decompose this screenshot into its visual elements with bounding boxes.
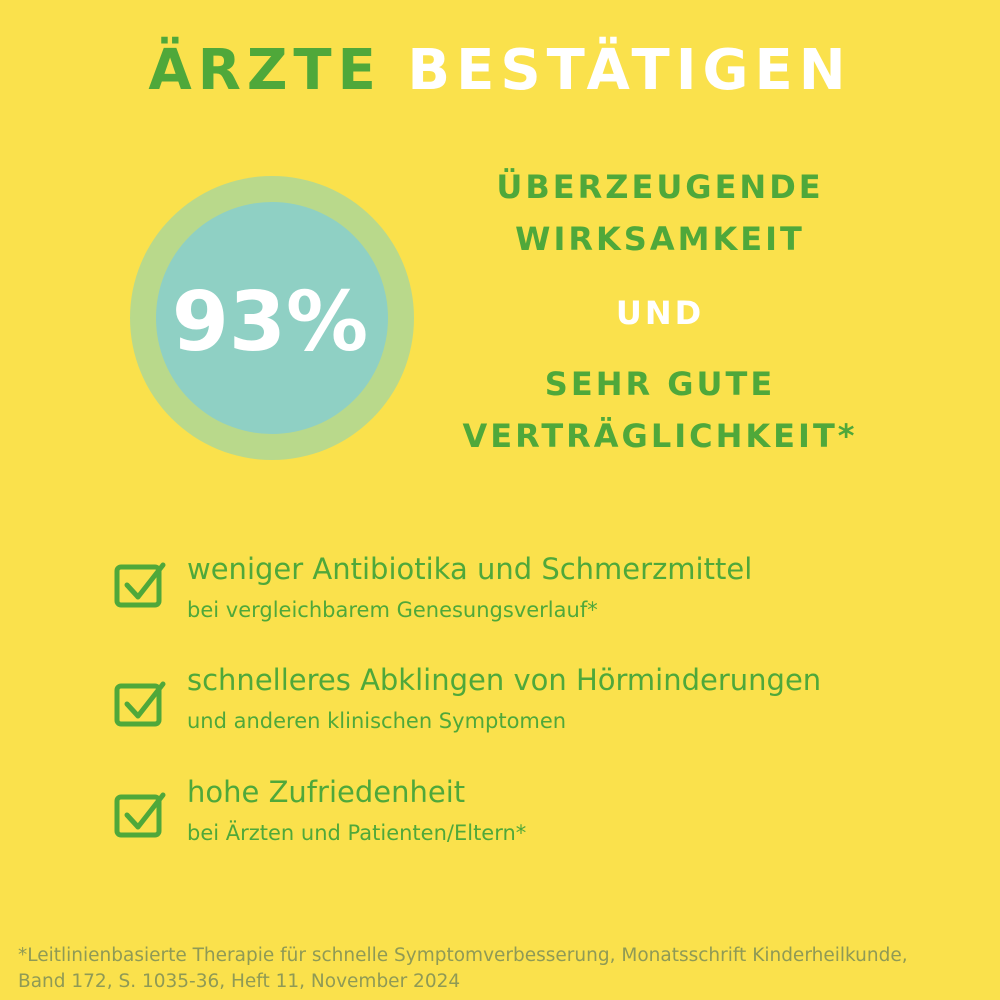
benefit-sub: und anderen klinischen Symptomen bbox=[187, 709, 567, 733]
footnote: Band 172, S. 1035-36, Heft 11, November … bbox=[18, 971, 461, 992]
benefit-sub: bei Ärzten und Patienten/Eltern* bbox=[187, 821, 527, 845]
benefit-main: weniger Antibiotika und Schmerzmittel bbox=[187, 552, 753, 586]
check bbox=[124, 562, 166, 600]
benefit-main: schnelleres Abklingen von Hörminderungen bbox=[187, 663, 822, 697]
claim-line: WIRKSAMKEIT bbox=[515, 220, 805, 258]
check bbox=[124, 792, 166, 830]
checkboxes bbox=[114, 562, 166, 838]
title: ÄRZTE BESTÄTIGEN bbox=[0, 38, 1000, 103]
title-part: BESTÄTIGEN bbox=[407, 38, 852, 103]
inner-circle bbox=[156, 202, 388, 434]
checkbox bbox=[114, 794, 162, 838]
checkbox bbox=[114, 683, 162, 727]
claim-line: VERTRÄGLICHKEIT* bbox=[462, 417, 858, 455]
checkbox bbox=[114, 564, 162, 608]
claim-line: SEHR GUTE bbox=[544, 365, 776, 403]
claim-line: ÜBERZEUGENDE bbox=[496, 168, 824, 206]
benefit-sub: bei vergleichbarem Genesungsverlauf* bbox=[187, 598, 598, 622]
footnote: *Leitlinienbasierte Therapie für schnell… bbox=[18, 945, 908, 966]
title-part: ÄRZTE bbox=[148, 38, 382, 103]
benefit-main: hohe Zufriedenheit bbox=[187, 775, 466, 809]
check bbox=[124, 681, 166, 719]
stat-value: 93% bbox=[171, 275, 369, 370]
claim-connector: UND bbox=[615, 294, 705, 332]
